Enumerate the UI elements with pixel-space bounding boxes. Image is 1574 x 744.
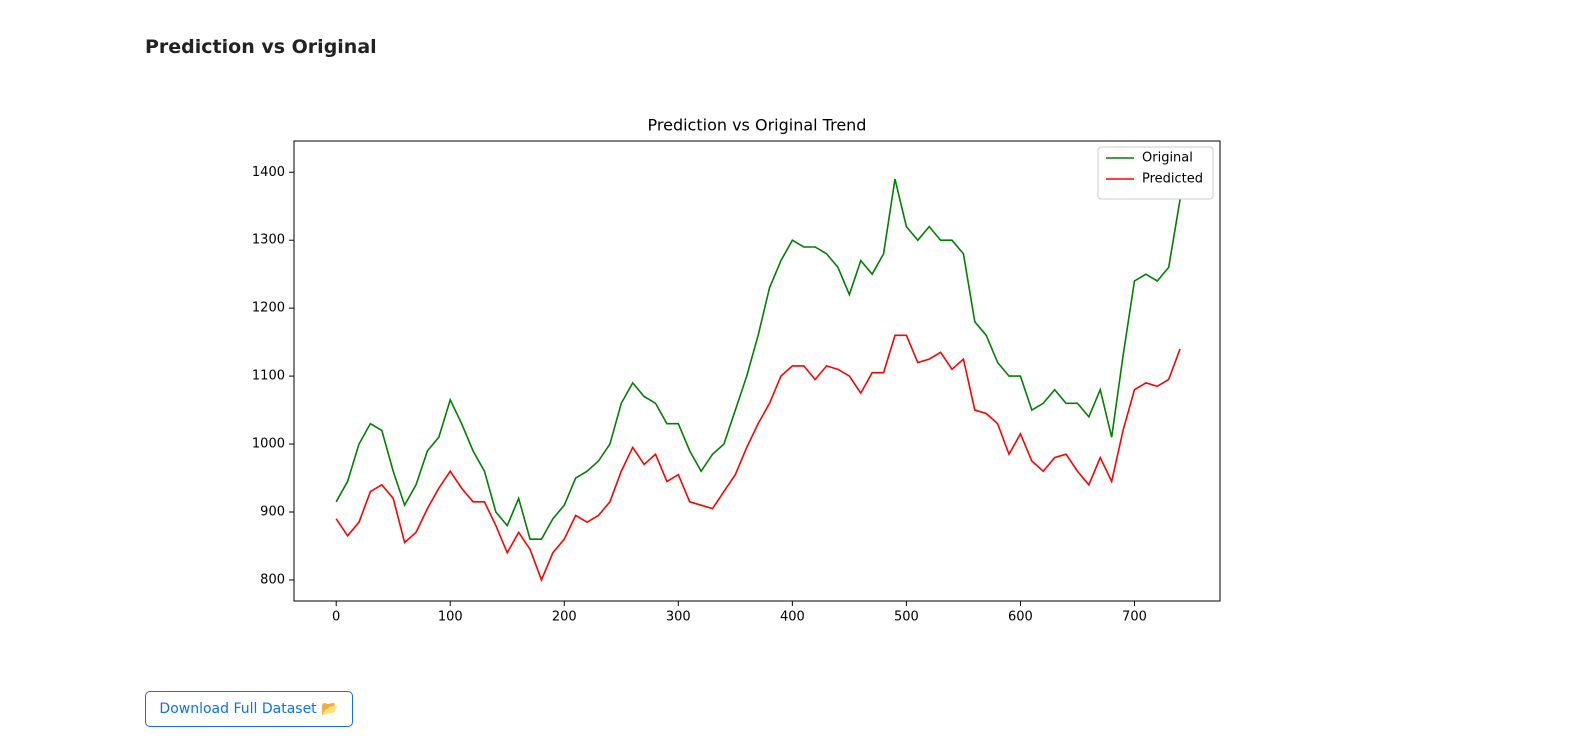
x-tick-label: 700 [1122, 610, 1147, 625]
chart-title: Prediction vs Original Trend [648, 116, 867, 135]
y-tick-label: 1300 [252, 233, 285, 248]
series-line [335, 334, 1181, 583]
plot-frame [293, 140, 1221, 602]
x-tick-label: 600 [1008, 610, 1033, 625]
chart: Prediction vs Original Trend 0 100 200 300 4… [252, 116, 1221, 625]
y-tick-label: 1400 [252, 165, 285, 180]
y-tick-label: 1200 [252, 301, 285, 316]
x-tick-label: 500 [894, 610, 919, 625]
legend-label: Predicted [1142, 172, 1203, 187]
legend-box [1097, 146, 1214, 200]
y-tick-label: 900 [260, 504, 285, 519]
legend-label: Original [1142, 151, 1193, 166]
page-heading: Prediction vs Original [145, 36, 377, 58]
y-tick-label: 1100 [252, 369, 285, 384]
x-tick-label: 200 [552, 610, 577, 625]
y-tick-label: 800 [260, 572, 285, 587]
series-line [335, 178, 1181, 540]
x-tick-label: 400 [780, 610, 805, 625]
x-tick-label: 100 [438, 610, 463, 625]
x-tick-label: 0 [332, 610, 340, 625]
x-tick-label: 300 [666, 610, 691, 625]
y-tick-label: 1000 [252, 437, 285, 452]
download-button[interactable]: Download Full Dataset 📂 [145, 691, 353, 727]
